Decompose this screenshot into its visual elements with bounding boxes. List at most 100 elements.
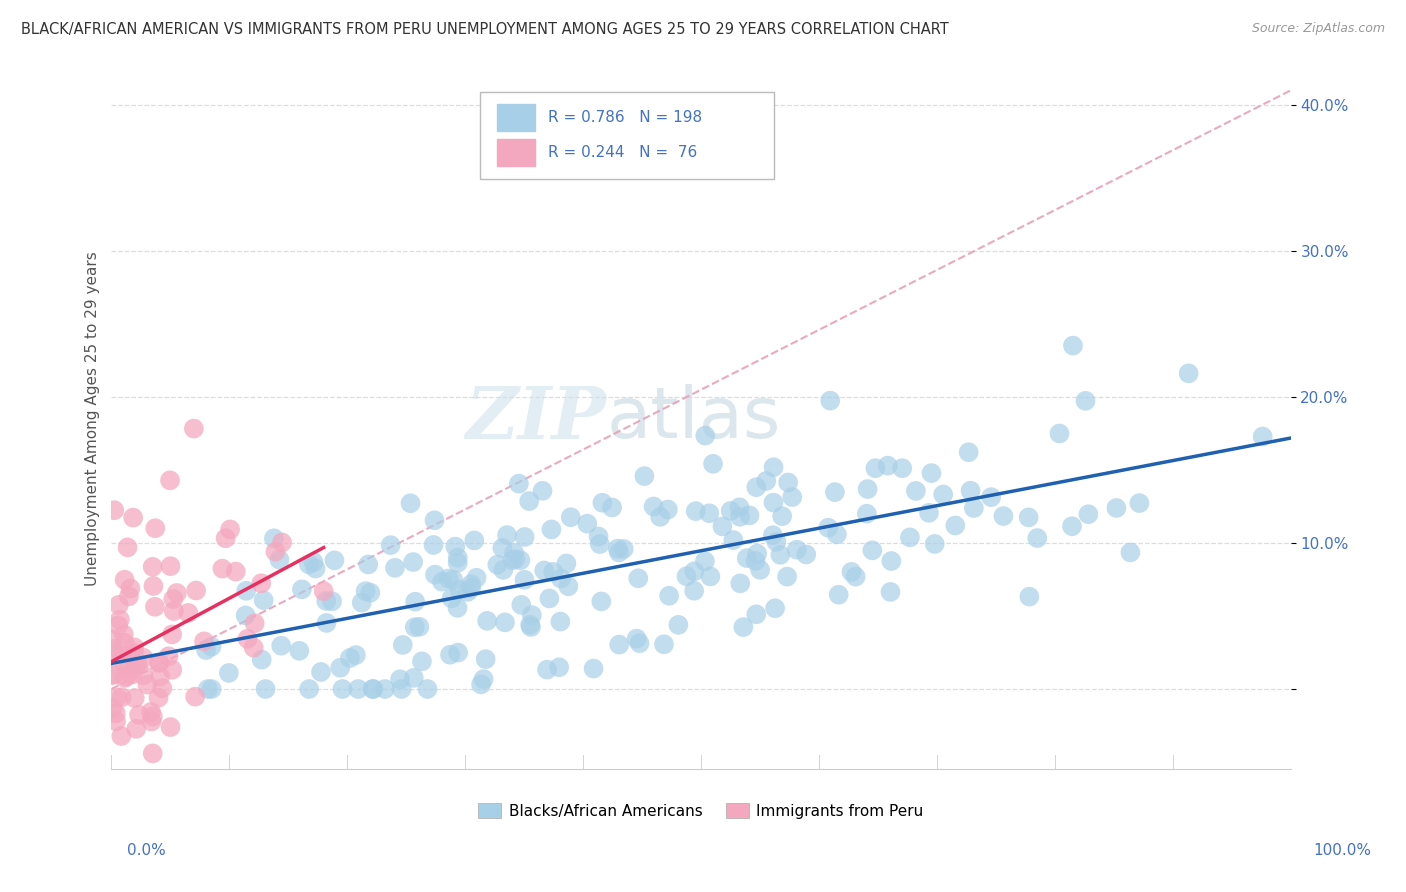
Point	[959, 483, 981, 498]
Point	[683, 583, 706, 598]
Point	[613, 541, 636, 556]
Point	[980, 490, 1002, 504]
Point	[817, 521, 839, 535]
Point	[728, 509, 751, 524]
Point	[591, 594, 613, 608]
Point	[219, 522, 242, 536]
Point	[423, 513, 446, 527]
Point	[391, 681, 413, 696]
Point	[389, 673, 412, 687]
Point	[1026, 531, 1049, 545]
Point	[1018, 510, 1040, 524]
Point	[472, 672, 495, 686]
Point	[254, 681, 277, 696]
Point	[503, 546, 526, 560]
Point	[184, 583, 207, 598]
Point	[160, 663, 183, 677]
Point	[103, 503, 125, 517]
Point	[357, 558, 380, 572]
Point	[548, 660, 571, 674]
Point	[162, 592, 184, 607]
Point	[825, 527, 848, 541]
Point	[142, 559, 165, 574]
Point	[693, 554, 716, 568]
Point	[114, 658, 136, 673]
Point	[921, 466, 943, 480]
Point	[728, 576, 751, 591]
Point	[423, 567, 446, 582]
Point	[550, 572, 572, 586]
Point	[380, 538, 402, 552]
Point	[141, 714, 163, 729]
Point	[762, 495, 785, 509]
Point	[142, 579, 165, 593]
Point	[339, 651, 361, 665]
Point	[263, 531, 285, 545]
Point	[108, 613, 131, 627]
Point	[519, 617, 541, 632]
Point	[117, 541, 139, 555]
Point	[411, 654, 433, 668]
Point	[643, 500, 665, 514]
Bar	[496, 139, 534, 166]
Point	[541, 565, 564, 579]
Y-axis label: Unemployment Among Ages 25 to 29 years: Unemployment Among Ages 25 to 29 years	[86, 252, 100, 586]
Point	[606, 541, 628, 556]
Point	[1128, 496, 1150, 510]
Point	[723, 533, 745, 547]
Point	[159, 720, 181, 734]
Point	[1018, 590, 1040, 604]
Point	[626, 632, 648, 646]
Point	[422, 538, 444, 552]
Point	[148, 656, 170, 670]
Point	[122, 646, 145, 660]
Point	[776, 569, 799, 583]
Point	[769, 548, 792, 562]
Point	[447, 646, 470, 660]
Point	[520, 608, 543, 623]
Point	[749, 563, 772, 577]
Point	[143, 599, 166, 614]
Point	[697, 506, 720, 520]
Point	[683, 564, 706, 578]
Point	[1074, 393, 1097, 408]
Point	[111, 690, 134, 705]
Point	[449, 582, 471, 597]
Text: 0.0%: 0.0%	[127, 843, 166, 858]
Point	[510, 598, 533, 612]
Point	[762, 528, 785, 542]
Point	[242, 640, 264, 655]
Text: BLACK/AFRICAN AMERICAN VS IMMIGRANTS FROM PERU UNEMPLOYMENT AMONG AGES 25 TO 29 : BLACK/AFRICAN AMERICAN VS IMMIGRANTS FRO…	[21, 22, 949, 37]
Point	[159, 473, 181, 487]
Point	[218, 665, 240, 680]
Point	[1251, 429, 1274, 443]
Point	[557, 579, 579, 593]
Point	[143, 521, 166, 535]
Point	[235, 583, 257, 598]
Point	[118, 657, 141, 672]
Point	[496, 528, 519, 542]
Point	[329, 661, 352, 675]
Point	[475, 614, 498, 628]
Point	[1119, 545, 1142, 559]
Point	[225, 565, 247, 579]
Point	[794, 548, 817, 562]
Point	[770, 509, 793, 524]
Point	[101, 701, 124, 715]
Point	[103, 641, 125, 656]
Point	[607, 545, 630, 559]
Point	[201, 681, 224, 696]
Point	[657, 502, 679, 516]
Point	[125, 657, 148, 672]
Point	[302, 555, 325, 569]
Point	[441, 573, 464, 587]
Point	[298, 681, 321, 696]
Point	[755, 474, 778, 488]
Point	[508, 476, 530, 491]
Point	[470, 677, 492, 691]
Point	[492, 563, 515, 577]
Point	[243, 616, 266, 631]
Point	[747, 547, 769, 561]
Point	[486, 558, 509, 572]
Text: atlas: atlas	[606, 384, 782, 453]
